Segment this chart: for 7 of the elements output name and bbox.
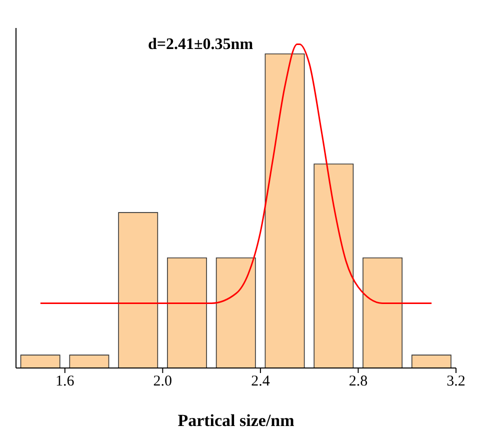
annotation: d=2.41±0.35nm — [148, 36, 254, 54]
x-tick-label: 2.4 — [251, 374, 270, 390]
x-tick-label: 3.2 — [446, 374, 466, 390]
x-tick-label: 1.6 — [56, 374, 75, 390]
x-axis-title: Partical size/nm — [178, 411, 294, 430]
x-tick-label: 2.8 — [348, 374, 368, 390]
x-tick-label: 2.0 — [153, 374, 172, 390]
